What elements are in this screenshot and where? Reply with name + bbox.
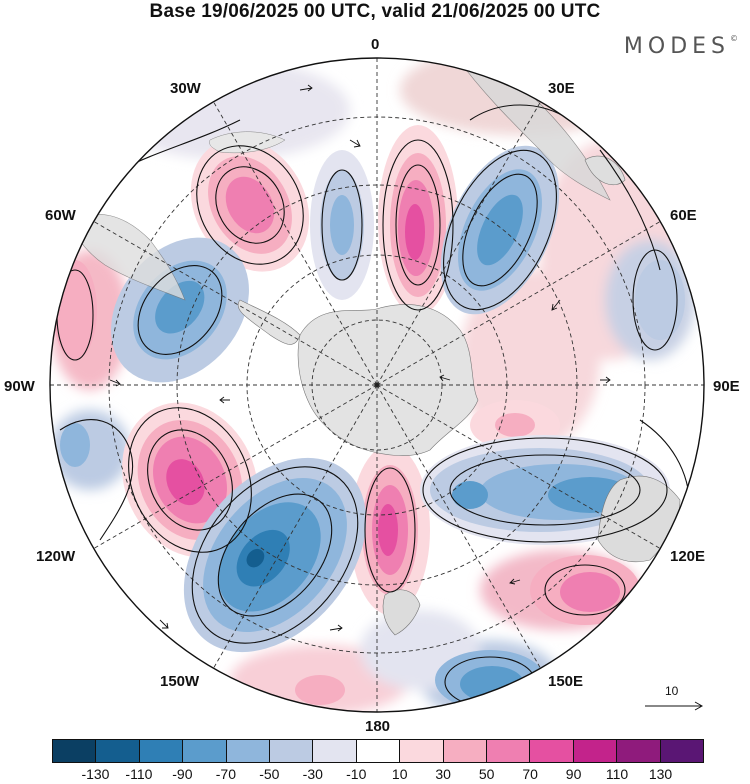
colorbar-tick-label: 30	[435, 766, 451, 782]
colorbar-tick-label: -30	[302, 766, 323, 782]
lon-label-60e: 60E	[670, 207, 697, 224]
colorbar-segment	[312, 740, 356, 762]
lon-label-30e: 30E	[548, 80, 575, 97]
colorbar-tick-label: 70	[522, 766, 538, 782]
colorbar-tick-label: -50	[259, 766, 280, 782]
colorbar-tick-label: -90	[172, 766, 193, 782]
wind-vectors	[109, 84, 631, 651]
colorbar-segment	[572, 740, 617, 762]
lon-label-150w: 150W	[160, 673, 200, 690]
modes-logo: MODES©	[623, 34, 738, 59]
map-title: Base 19/06/2025 00 UTC, valid 21/06/2025…	[149, 1, 601, 22]
lon-label-180: 180	[365, 718, 391, 735]
graticule	[50, 58, 704, 712]
colorbar-segment	[138, 740, 183, 762]
colorbar-tick-label: 10	[391, 766, 408, 782]
colorbar-tick-label: 90	[565, 766, 582, 782]
colorbar-segment	[53, 740, 96, 762]
colorbar-tick-label: -10	[346, 766, 367, 782]
colorbar-segment	[269, 740, 313, 762]
colorbar-segment	[616, 740, 660, 762]
colorbar-segment	[95, 740, 139, 762]
colorbar-segment	[225, 740, 270, 762]
lon-label-120e: 120E	[670, 548, 706, 565]
colorbar-segment	[355, 740, 400, 762]
lon-label-60w: 60W	[45, 207, 76, 224]
lon-label-90w: 90W	[4, 378, 35, 395]
reference-vector: 10	[645, 684, 705, 714]
colorbar-segment	[442, 740, 487, 762]
colorbar-segment	[486, 740, 530, 762]
colorbar-tick-label: -70	[215, 766, 236, 782]
colorbar-tick-label: 110	[605, 766, 629, 782]
colorbar-segment	[529, 740, 573, 762]
colorbar-segment	[399, 740, 443, 762]
colorbar-segment	[182, 740, 226, 762]
lon-label-120w: 120W	[36, 548, 76, 565]
anomaly-field	[50, 58, 704, 712]
colorbar-tick-label: 50	[478, 766, 495, 782]
lon-label-0: 0	[371, 36, 380, 53]
colorbar-tick-label: -130	[81, 766, 110, 782]
colorbar	[52, 739, 704, 763]
lon-label-150e: 150E	[548, 673, 584, 690]
colorbar-ticks: -130 -110 -90 -70 -50 -30 -10 10 30 50 70 90 110 130	[52, 766, 704, 784]
map-border	[49, 57, 705, 713]
reference-arrow-icon	[645, 701, 704, 711]
reference-vector-label: 10	[665, 684, 679, 698]
colorbar-tick-label: 130	[648, 766, 673, 782]
colorbar-tick-label: -110	[125, 766, 153, 782]
colorbar-segment	[659, 740, 704, 762]
lon-label-30w: 30W	[170, 80, 201, 97]
lon-label-90e: 90E	[713, 378, 740, 395]
